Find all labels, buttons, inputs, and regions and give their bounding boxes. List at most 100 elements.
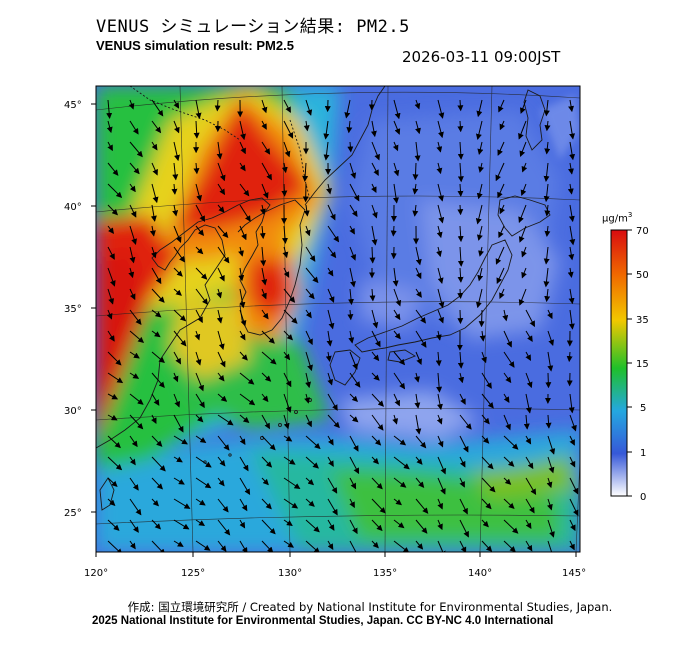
wind-vector — [107, 267, 116, 287]
wind-vector — [543, 267, 550, 288]
wind-vector — [327, 477, 338, 494]
wind-vector — [239, 519, 246, 529]
wind-vector — [195, 99, 202, 119]
wind-vector — [217, 267, 225, 282]
wind-vector — [129, 309, 142, 325]
wind-vector — [195, 372, 204, 392]
wind-vector — [568, 309, 575, 330]
wind-vector — [525, 519, 532, 530]
wind-vector — [519, 99, 527, 114]
wind-vector — [459, 519, 469, 538]
wind-vector — [412, 162, 419, 181]
map-frame — [95, 85, 581, 553]
wind-vector — [371, 456, 379, 465]
wind-vector — [568, 393, 575, 414]
wind-vector — [503, 477, 512, 485]
wind-vector — [173, 309, 187, 322]
wind-vector — [495, 246, 505, 265]
lon-label-135: 135° — [373, 568, 397, 579]
wind-vector — [129, 393, 144, 405]
wind-vector — [217, 330, 225, 350]
wind-vector — [283, 288, 296, 303]
wind-vector — [327, 267, 334, 277]
wind-vector — [567, 183, 574, 195]
wind-vector — [107, 141, 113, 152]
wind-vector — [172, 204, 179, 217]
wind-vector — [106, 99, 113, 119]
wind-vector — [503, 435, 519, 450]
wind-vector — [393, 519, 405, 529]
wind-vector — [107, 519, 120, 531]
wind-vector — [543, 162, 550, 182]
wind-vector — [171, 183, 178, 195]
wind-vector — [437, 519, 443, 531]
wind-vector — [173, 393, 181, 408]
wind-vector — [283, 540, 295, 548]
wind-vector — [498, 225, 505, 239]
axis-ticks — [91, 103, 577, 557]
wind-vector — [195, 183, 203, 202]
wind-vector — [547, 519, 555, 538]
wind-vector — [415, 120, 421, 135]
wind-vector — [371, 414, 384, 431]
wind-vector — [503, 414, 511, 431]
wind-vector — [545, 414, 552, 429]
colorbar-tick-0: 0 — [640, 492, 646, 503]
wind-vector — [437, 99, 445, 119]
wind-vector — [349, 351, 358, 370]
wind-vector — [568, 246, 575, 261]
wind-vector — [476, 183, 483, 200]
wind-vector — [173, 288, 182, 296]
wind-vector — [239, 225, 247, 241]
wind-vector — [173, 477, 185, 485]
wind-vector — [497, 141, 505, 156]
wind-vector — [129, 414, 144, 430]
wind-vector — [518, 120, 527, 140]
wind-vector — [437, 477, 446, 495]
wind-vector — [327, 372, 334, 386]
wind-vector — [496, 267, 505, 285]
wind-vector — [239, 393, 256, 406]
wind-vector — [349, 456, 360, 475]
wind-vector — [129, 246, 136, 264]
wind-vector — [569, 141, 576, 161]
wind-vector — [393, 477, 407, 488]
wind-vector — [283, 267, 290, 278]
wind-vector — [107, 246, 115, 260]
wind-vector — [390, 225, 397, 237]
wind-vector — [172, 162, 179, 181]
wind-vector — [303, 204, 310, 217]
wind-vector — [305, 456, 319, 469]
wind-vector — [415, 456, 423, 465]
wind-vector — [346, 120, 353, 134]
wind-vector — [476, 99, 483, 118]
wind-vector — [305, 519, 320, 533]
wind-vector — [569, 498, 579, 517]
wind-vector — [129, 456, 136, 466]
wind-vector — [369, 288, 376, 302]
wind-vector — [151, 267, 162, 285]
wind-vector — [195, 393, 205, 409]
wind-vector — [107, 162, 119, 176]
wind-vector — [520, 183, 527, 197]
wind-vector — [437, 183, 444, 202]
wind-vector — [499, 288, 505, 300]
wind-vector — [239, 540, 248, 552]
wind-vector — [151, 456, 166, 472]
wind-vector — [436, 225, 443, 239]
wind-vector — [107, 456, 123, 471]
wind-vector — [393, 288, 402, 307]
wind-vector — [518, 288, 527, 306]
wind-vector — [459, 393, 466, 405]
wind-vector — [569, 435, 575, 446]
wind-vector — [436, 162, 443, 175]
wind-vector — [261, 540, 274, 552]
wind-vector — [128, 267, 135, 279]
wind-vector — [217, 183, 226, 196]
wind-vector — [151, 162, 158, 176]
colorbar-unit-label: μg/m3 — [602, 211, 632, 224]
wind-vector — [261, 414, 270, 430]
wind-vector — [525, 540, 533, 552]
wind-vector — [457, 267, 464, 283]
wind-vector — [325, 351, 332, 362]
